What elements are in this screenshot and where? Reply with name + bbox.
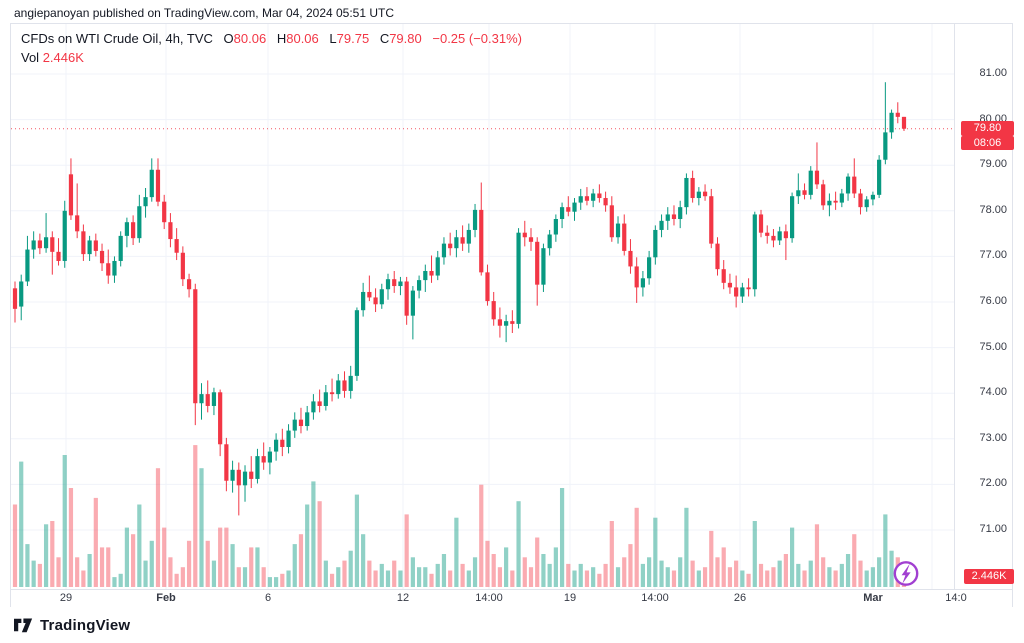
price-tick-label: 71.00 [979,523,1007,535]
symbol-legend: CFDs on WTI Crude Oil, 4h, TVC O80.06 H8… [21,31,522,65]
symbol-title: CFDs on WTI Crude Oil, 4h, TVC [21,31,213,46]
bar-countdown-badge: 08:06 [961,136,1014,150]
change-value: −0.25 (−0.31%) [432,31,522,46]
price-tick-label: 77.00 [979,249,1007,262]
price-tick-label: 79.00 [979,158,1007,171]
time-axis[interactable]: 29 Feb 6 12 14:00 19 14:00 26 Mar 14:0 [11,589,1012,608]
price-axis[interactable]: 81.00 80.00 79.00 78.00 77.00 76.00 75.00 74.00… [954,24,1013,589]
time-tick-label: 14:00 [641,592,669,604]
price-tick-label: 73.00 [979,431,1007,444]
close-label: C [379,31,390,46]
price-tick-label: 78.00 [979,203,1007,216]
time-tick-label: Mar [863,592,883,604]
open-label: O [223,31,234,46]
lightning-icon[interactable] [893,561,919,586]
tradingview-logo-icon [14,618,33,633]
legend-row-volume: Vol 2.446K [21,50,522,65]
time-tick-label: 6 [264,592,272,604]
time-tick-label: 26 [733,592,747,604]
last-volume-badge: 2.446K [964,569,1014,584]
last-price-badge: 79.80 [961,121,1014,136]
candlestick-plot[interactable] [11,24,954,589]
time-tick-label: 19 [563,592,577,604]
high-label: H [276,31,287,46]
publish-attribution: angiepanoyan published on TradingView.co… [14,6,395,20]
high-value: 80.06 [286,31,319,46]
price-tick-label: 81.00 [979,67,1007,79]
time-tick-label: 14:0 [945,592,967,604]
low-value: 79.75 [336,31,370,46]
time-tick-label: Feb [156,592,176,604]
open-value: 80.06 [233,31,267,46]
low-label: L [329,31,337,46]
price-tick-label: 72.00 [979,477,1007,490]
close-value: 79.80 [389,31,422,46]
price-tick-label: 76.00 [979,295,1007,307]
volume-label: Vol [21,50,40,65]
time-tick-label: 12 [396,592,410,604]
legend-row-ohlc: CFDs on WTI Crude Oil, 4h, TVC O80.06 H8… [21,31,522,46]
time-tick-label: 14:00 [475,592,503,604]
chart-canvas[interactable] [11,24,954,589]
price-tick-label: 74.00 [979,386,1007,399]
volume-value: 2.446K [42,50,84,65]
tradingview-logo[interactable]: TradingView [14,617,130,634]
time-tick-label: 29 [59,592,73,604]
price-tick-label: 75.00 [979,340,1007,353]
tradingview-logo-text: TradingView [40,617,131,634]
chart-widget: CFDs on WTI Crude Oil, 4h, TVC O80.06 H8… [10,23,1014,608]
